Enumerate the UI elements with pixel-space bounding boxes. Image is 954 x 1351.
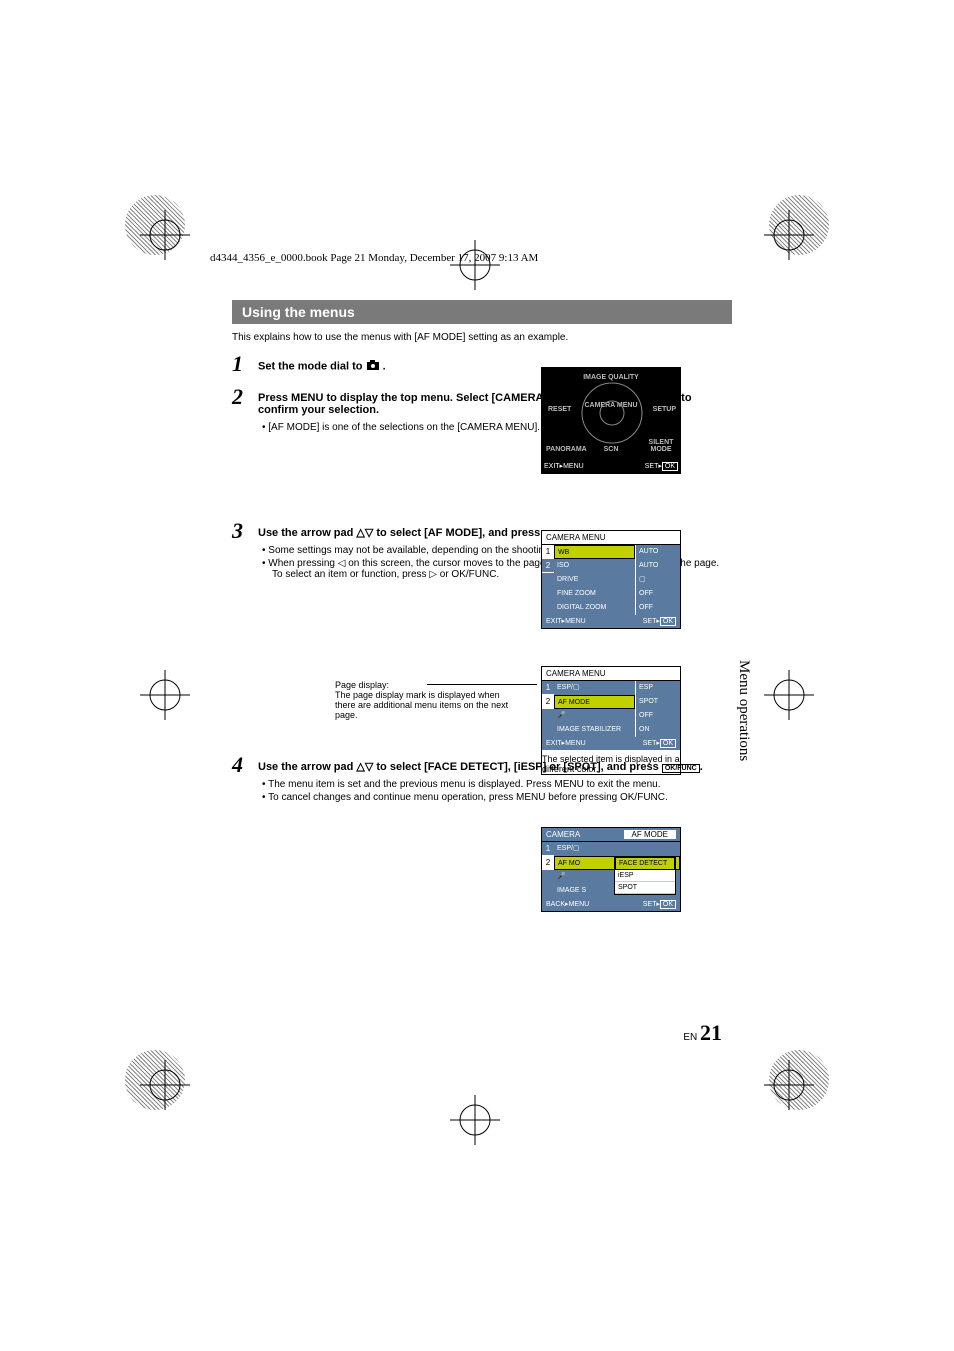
foot-exit: EXIT▸MENU — [544, 462, 584, 471]
manual-page: d4344_4356_e_0000.book Page 21 Monday, D… — [0, 0, 954, 1351]
lcd-top-menu: IMAGE QUALITY RESET CAMERA MENU SETUP PA… — [541, 367, 681, 474]
menu-row: 🎤OFF — [554, 709, 680, 723]
panel-header: CAMERA MENU — [542, 531, 680, 545]
popup-item: FACE DETECT — [615, 857, 675, 870]
intro-text: This explains how to use the menus with … — [232, 332, 732, 343]
menu-row: IMAGE STABILIZERON — [554, 723, 680, 737]
bullet: The menu item is set and the previous me… — [272, 779, 732, 790]
page-number: EN 21 — [683, 1020, 722, 1046]
popup-item: SPOT — [615, 882, 675, 894]
foot-set: SET▸OK — [643, 900, 676, 909]
af-mode-popup: FACE DETECT iESP SPOT — [614, 856, 676, 895]
registration-mark — [140, 1060, 190, 1110]
foot-set: SET▸OK — [643, 739, 676, 748]
menu-row: ESP/▢ — [554, 842, 680, 856]
print-header: d4344_4356_e_0000.book Page 21 Monday, D… — [210, 252, 538, 264]
menu-row: DIGITAL ZOOMOFF — [554, 601, 680, 615]
section-title: Using the menus — [232, 300, 732, 324]
lcd-camera-menu-1: CAMERA MENU 12 WBAUTOISOAUTODRIVE▢FINE Z… — [541, 530, 681, 629]
page-tabs: 12 — [542, 842, 554, 898]
registration-mark — [764, 210, 814, 260]
popup-item: iESP — [615, 870, 675, 882]
registration-mark — [450, 1095, 500, 1145]
panel-note: The selected item is displayed in a diff… — [542, 754, 682, 774]
step-number: 1 — [232, 353, 250, 380]
registration-mark — [140, 670, 190, 720]
panel-subhead: AF MODE — [624, 830, 676, 839]
lcd-camera-menu-2: CAMERA MENU 12 ESP/▢ESPAF MODESPOT🎤OFFIM… — [541, 666, 681, 775]
menu-row: DRIVE▢ — [554, 573, 680, 587]
menu-row: WBAUTO — [554, 545, 680, 559]
registration-mark — [764, 670, 814, 720]
panel-header: CAMERA — [546, 830, 580, 839]
step-number: 3 — [232, 520, 250, 582]
foot-set: SET▸OK — [645, 462, 678, 471]
foot-back: BACK▸MENU — [546, 900, 589, 909]
menu-row: FINE ZOOMOFF — [554, 587, 680, 601]
panel-header: CAMERA MENU — [542, 667, 680, 681]
menu-row: ISOAUTO — [554, 559, 680, 573]
registration-mark — [450, 240, 500, 290]
foot-exit: EXIT▸MENU — [546, 739, 586, 748]
bullet: To cancel changes and continue menu oper… — [272, 792, 732, 803]
registration-mark — [140, 210, 190, 260]
camera-icon — [366, 359, 380, 374]
foot-set: SET▸OK — [643, 617, 676, 626]
menu-row: AF MODESPOT — [554, 695, 680, 709]
page-tabs: 12 — [542, 681, 554, 737]
page-tabs: 12 — [542, 545, 554, 615]
wheel-graphic — [542, 368, 682, 463]
step-number: 4 — [232, 754, 250, 805]
step-number: 2 — [232, 386, 250, 435]
registration-mark — [764, 1060, 814, 1110]
foot-exit: EXIT▸MENU — [546, 617, 586, 626]
lcd-af-mode-popup: CAMERA AF MODE 12 ESP/▢AF MO🎤IMAGE S FAC… — [541, 827, 681, 912]
section-tab: Menu operations — [735, 660, 752, 761]
page-display-caption: Page display: The page display mark is d… — [335, 680, 515, 720]
menu-row: ESP/▢ESP — [554, 681, 680, 695]
